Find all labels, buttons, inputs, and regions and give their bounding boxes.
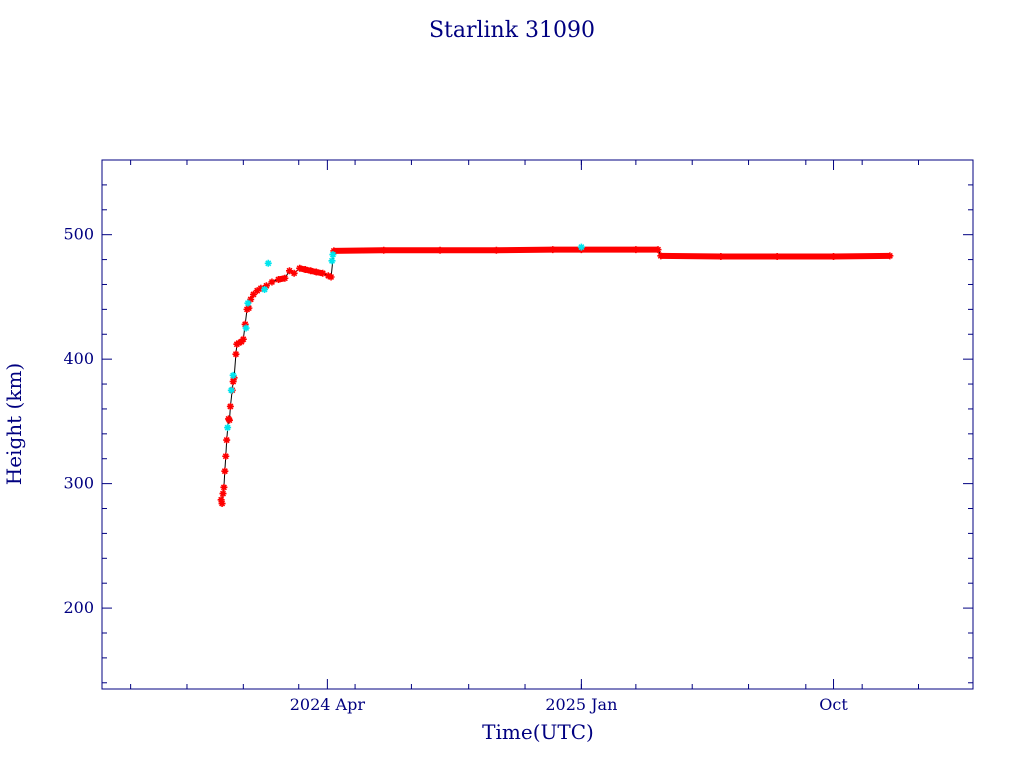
data-points <box>217 243 894 508</box>
data-point <box>262 282 270 290</box>
data-point <box>654 246 662 254</box>
data-point <box>328 257 336 265</box>
data-point <box>221 467 229 475</box>
data-point <box>223 436 231 444</box>
data-point <box>301 266 309 274</box>
data-point <box>217 496 225 504</box>
data-point <box>222 452 230 460</box>
x-axis-title: Time(UTC) <box>482 720 594 744</box>
point-band <box>496 246 553 254</box>
data-point <box>268 278 276 286</box>
data-point <box>830 252 838 260</box>
data-point <box>247 295 255 303</box>
data-point <box>239 335 247 343</box>
data-point <box>324 272 332 280</box>
data-point <box>261 285 269 293</box>
data-point <box>307 267 315 275</box>
data-point <box>329 251 337 259</box>
data-point <box>249 290 257 298</box>
data-point <box>886 252 894 260</box>
series-line <box>220 249 890 504</box>
data-point <box>232 350 240 358</box>
point-band <box>333 247 384 254</box>
data-point <box>245 304 253 312</box>
point-band <box>660 252 721 260</box>
data-point <box>229 371 237 379</box>
data-point <box>632 246 640 254</box>
data-point <box>436 246 444 254</box>
data-point <box>274 275 282 283</box>
x-tick-label: 2025 Jan <box>545 695 617 714</box>
data-point <box>227 386 235 394</box>
plot-frame <box>101 159 974 690</box>
data-line <box>220 249 890 504</box>
data-point <box>264 259 272 267</box>
y-axis-ticks: 200 300 400 500 <box>63 225 973 617</box>
data-point <box>773 252 781 260</box>
data-point <box>226 402 234 410</box>
data-point <box>657 252 665 260</box>
y-tick-label: 400 <box>63 349 94 368</box>
data-point <box>492 246 500 254</box>
data-point <box>235 339 243 347</box>
data-point <box>319 269 327 277</box>
chart-title: Starlink 31090 <box>429 18 595 43</box>
y-tick-label: 300 <box>63 474 94 493</box>
point-band <box>833 252 890 260</box>
data-point <box>577 243 585 251</box>
data-point <box>286 267 294 275</box>
data-point <box>717 252 725 260</box>
data-point <box>241 320 249 328</box>
data-point <box>330 247 338 255</box>
data-point <box>549 246 557 254</box>
data-point <box>312 268 320 276</box>
data-point <box>244 299 252 307</box>
data-point <box>253 287 261 295</box>
data-point <box>327 273 335 281</box>
data-point <box>225 416 233 424</box>
data-point <box>281 274 289 282</box>
x-axis-ticks: 2024 Apr 2025 Jan Oct <box>290 160 848 714</box>
data-point <box>242 324 250 332</box>
data-point <box>218 500 226 508</box>
data-point <box>257 284 265 292</box>
y-tick-label: 500 <box>63 225 94 244</box>
data-point <box>220 483 228 491</box>
data-point <box>290 269 298 277</box>
data-point <box>296 264 304 272</box>
minor-ticks <box>102 159 973 689</box>
data-point <box>219 490 227 498</box>
data-point <box>229 378 237 386</box>
data-point <box>224 424 232 432</box>
x-tick-label: Oct <box>819 695 848 714</box>
data-point <box>230 374 238 382</box>
x-tick-label: 2024 Apr <box>290 695 366 714</box>
y-axis-title: Height (km) <box>2 363 26 485</box>
data-point <box>380 246 388 254</box>
y-tick-label: 200 <box>63 598 94 617</box>
